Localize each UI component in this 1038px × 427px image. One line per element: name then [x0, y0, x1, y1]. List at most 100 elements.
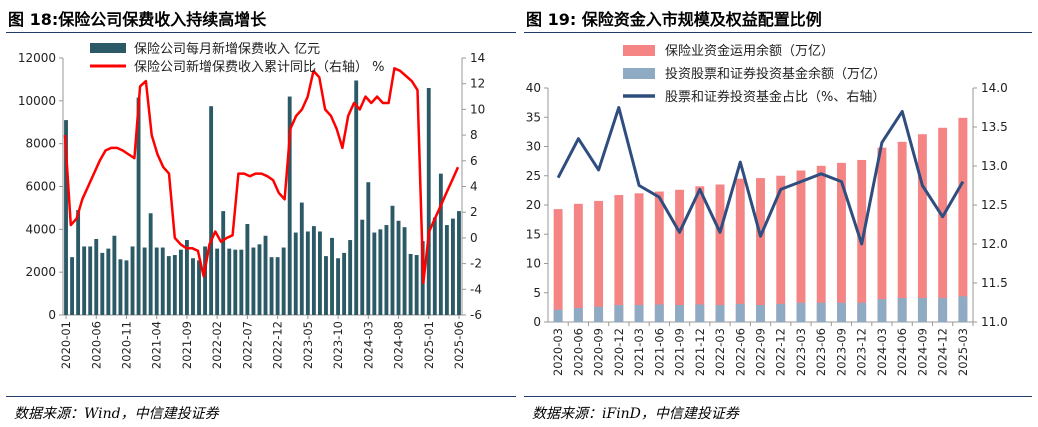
- x-tick-label: 2024-12: [936, 328, 950, 376]
- y-left-tick-label: 5: [533, 286, 541, 300]
- bar: [172, 255, 177, 315]
- y-left-tick-label: 0: [533, 315, 541, 329]
- x-tick-label: 2023-05: [301, 321, 315, 369]
- legend-swatch-total: [623, 45, 655, 56]
- bar: [100, 252, 105, 315]
- bar-equity: [573, 307, 583, 322]
- bar: [414, 255, 419, 315]
- y-right-tick-label: 0: [470, 231, 478, 245]
- x-tick-label: 2021-04: [150, 321, 164, 369]
- bar-total: [897, 141, 907, 322]
- bar-equity: [877, 299, 887, 322]
- bar-total: [958, 117, 968, 323]
- bar: [317, 231, 322, 315]
- y-right-tick-label: -4: [470, 282, 482, 296]
- bar: [136, 97, 141, 315]
- bar: [76, 210, 81, 315]
- bar: [154, 247, 159, 315]
- bar-equity: [735, 303, 745, 322]
- bar-total: [756, 178, 765, 322]
- y-left-tick-label: 2000: [25, 265, 56, 279]
- legend-label-line: 保险公司新增保费收入累计同比（右轴） %: [134, 59, 385, 75]
- left-bottom-rule: [6, 396, 516, 397]
- bar: [402, 227, 407, 315]
- right-chart: 0 5 10 15 20 25 30 35 40 11.0 11.5 12.0 12.5 13.0 13.5…: [526, 43, 1008, 376]
- bar-equity: [938, 298, 948, 322]
- left-chart: 0 2000 4000 6000 8000 10000 12000 -6 -4 -2 0 2 4 6 8 10…: [18, 41, 485, 369]
- bar: [366, 182, 371, 315]
- left-title-rule: [6, 32, 516, 33]
- x-tick-label: 2020-06: [89, 321, 103, 369]
- x-tick-label: 2021-09: [180, 321, 194, 369]
- bar: [191, 258, 195, 315]
- bar-equity: [776, 303, 786, 322]
- bar: [82, 246, 87, 315]
- bar: [160, 247, 165, 315]
- x-tick-label: 2021-06: [652, 328, 666, 376]
- bar: [426, 87, 431, 315]
- x-tick-label: 2024-03: [361, 321, 375, 369]
- bar: [432, 217, 437, 315]
- y-left-tick-label: 35: [526, 110, 541, 124]
- left-chart-title: 图 18:保险公司保费收入持续高增长: [8, 10, 267, 29]
- bar-equity: [857, 302, 867, 322]
- x-tick-label: 2021-03: [632, 328, 646, 376]
- right-source: 数据来源：iFinD，中信建投证券: [532, 406, 739, 422]
- bar-equity: [675, 305, 684, 322]
- y-left-tick-label: 12000: [18, 51, 56, 65]
- y-left-tick-label: 20: [526, 198, 541, 212]
- bar: [384, 225, 389, 315]
- y-right-tick-label: -2: [470, 257, 482, 271]
- bar-equity: [897, 298, 907, 322]
- bar: [112, 235, 117, 315]
- bar-equity: [553, 309, 563, 322]
- bar: [450, 218, 455, 315]
- bar: [324, 256, 328, 315]
- bar-equity: [715, 305, 725, 322]
- bar: [233, 249, 238, 315]
- x-tick-label: 2022-06: [733, 328, 747, 376]
- x-tick-label: 2020-11: [119, 321, 133, 369]
- y-left-tick-label: 30: [526, 140, 541, 154]
- bar-total: [553, 209, 563, 322]
- bar: [311, 226, 316, 315]
- bar: [372, 232, 377, 315]
- x-tick-label: 2022-09: [754, 328, 768, 376]
- bar: [287, 96, 292, 315]
- right-bottom-rule: [524, 396, 1032, 397]
- bar: [251, 247, 256, 315]
- x-tick-label: 2020-06: [571, 328, 585, 376]
- bar: [197, 260, 201, 315]
- bar-total: [573, 203, 583, 322]
- bar: [444, 225, 449, 315]
- y-right-tick-label: 12.5: [981, 198, 1008, 212]
- bar-equity: [695, 304, 705, 322]
- legend-label-bar: 保险公司每月新增保费收入 亿元: [134, 41, 320, 57]
- bar: [378, 229, 383, 315]
- y-right-tick-label: 11.5: [981, 276, 1008, 290]
- bar: [330, 237, 334, 315]
- x-tick-label: 2023-12: [855, 328, 869, 376]
- bar-total: [594, 200, 604, 322]
- y-right-tick-label: 12: [470, 77, 485, 91]
- bar: [438, 173, 443, 315]
- y-right-tick-label: 13.5: [981, 120, 1008, 134]
- x-tick-label: 2023-10: [331, 321, 345, 369]
- y-right-tick-label: 13.0: [981, 159, 1008, 173]
- bar: [408, 253, 413, 315]
- bar: [299, 202, 304, 315]
- bar-total: [735, 178, 745, 322]
- bar: [130, 246, 135, 315]
- bar: [305, 231, 310, 315]
- x-tick-label: 2023-03: [794, 328, 808, 376]
- bar: [142, 247, 147, 315]
- bar-total: [816, 165, 826, 322]
- bar: [178, 249, 183, 315]
- bar: [263, 235, 268, 315]
- x-tick-label: 2020-03: [551, 328, 565, 376]
- bar-total: [654, 191, 664, 322]
- x-tick-label: 2024-06: [895, 328, 909, 376]
- bar-total: [675, 189, 684, 322]
- bar-total: [695, 186, 705, 322]
- right-chart-title: 图 19: 保险资金入市规模及权益配置比例: [526, 10, 822, 29]
